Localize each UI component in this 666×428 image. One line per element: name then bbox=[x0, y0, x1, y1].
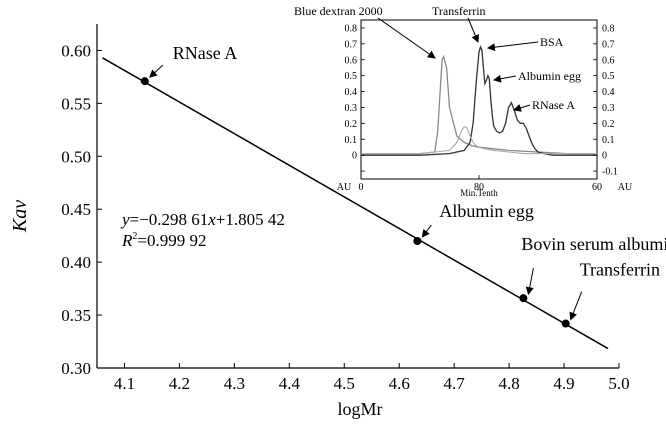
inset-ticks bbox=[360, 27, 598, 179]
inset-x-label: Min.Tenth bbox=[460, 188, 498, 198]
inset-x-tick-labels: 0 80 60 bbox=[359, 182, 603, 193]
arrow-albumin-egg-inset bbox=[493, 74, 517, 83]
inset-right-tick-label: 0.1 bbox=[602, 135, 615, 146]
inset-left-tick-label: 0.2 bbox=[345, 119, 358, 130]
point-labels: RNase A Albumin egg Bovin serum albumin Tra… bbox=[149, 43, 666, 321]
point-arrow bbox=[569, 291, 583, 321]
inset-right-tick-label: 0.7 bbox=[602, 39, 615, 50]
y-tick-label: 0.30 bbox=[61, 359, 91, 378]
data-point bbox=[413, 236, 422, 245]
label-rnase-inset: RNase A bbox=[532, 98, 575, 112]
inset-trace bbox=[361, 45, 597, 156]
inset-left-tick-label: 0.6 bbox=[345, 55, 358, 66]
arrow-blue-dextran bbox=[377, 17, 436, 59]
inset-x-tick-label: 0 bbox=[359, 182, 364, 193]
data-points bbox=[140, 77, 570, 328]
x-tick-label: 4.5 bbox=[334, 374, 355, 393]
x-tick-label: 4.7 bbox=[444, 374, 466, 393]
point-label: RNase A bbox=[173, 43, 238, 63]
arrow-rnase-inset bbox=[513, 104, 531, 112]
x-tick-label: 4.6 bbox=[389, 374, 410, 393]
y-tick-label: 0.35 bbox=[61, 306, 91, 325]
point-arrow bbox=[149, 64, 164, 78]
inset-right-unit: AU bbox=[618, 182, 633, 193]
point-arrow bbox=[421, 224, 432, 238]
inset-x-tick-label: 80 bbox=[474, 182, 484, 193]
data-point bbox=[519, 294, 528, 303]
y-tick-label: 0.50 bbox=[61, 147, 91, 166]
label-blue-dextran: Blue dextran 2000 bbox=[294, 4, 383, 18]
y-tick-label: 0.45 bbox=[61, 200, 91, 219]
data-point bbox=[140, 77, 149, 86]
x-tick-label: 4.1 bbox=[114, 374, 135, 393]
point-label: Bovin serum albumin bbox=[521, 234, 666, 254]
x-tick-label: 4.9 bbox=[553, 374, 574, 393]
r-squared: R2=0.999 92 bbox=[121, 231, 206, 250]
inset-left-tick-label: 0.4 bbox=[345, 87, 358, 98]
main-plot: 4.1 4.2 4.3 4.4 4.5 4.6 4.7 4.8 4.9 5.0 0.300.350… bbox=[9, 24, 666, 419]
inset-right-tick-labels: 0.8 0.7 0.6 0.5 0.4 0.3 0.2 0.1 0 -0.1 bbox=[602, 23, 618, 177]
inset-left-tick-label: 0.1 bbox=[345, 135, 358, 146]
inset-right-tick-label: 0 bbox=[602, 151, 607, 162]
inset-left-tick-label: 0.7 bbox=[345, 39, 358, 50]
x-tick-label: 4.4 bbox=[279, 374, 301, 393]
inset-x-tick-label: 60 bbox=[592, 182, 602, 193]
inset-right-tick-label: 0.4 bbox=[602, 87, 615, 98]
y-axis-label: Kav bbox=[9, 200, 31, 233]
inset-left-tick-label: 0.5 bbox=[345, 71, 358, 82]
label-albumin-egg-inset: Albumin egg bbox=[518, 69, 581, 83]
point-arrow bbox=[525, 268, 534, 296]
inset-chromatogram: 0.80.70.60.50.40.30.20.10 0.80.70.60.50.… bbox=[294, 4, 633, 198]
x-tick-labels: 4.1 4.2 4.3 4.4 4.5 4.6 4.7 4.8 4.9 5.0 bbox=[114, 374, 630, 393]
inset-left-tick-labels: 0.8 0.7 0.6 0.5 0.4 0.3 0.2 0.1 0 bbox=[345, 23, 358, 161]
y-tick-label: 0.40 bbox=[61, 253, 91, 272]
point-label: Albumin egg bbox=[439, 201, 533, 221]
x-tick-label: 4.8 bbox=[498, 374, 519, 393]
inset-right-tick-label: 0.5 bbox=[602, 71, 615, 82]
inset-left-tick-label: 0.8 bbox=[345, 23, 358, 34]
inset-right-tick-label: 0.3 bbox=[602, 103, 615, 114]
arrow-transferrin-inset bbox=[467, 17, 479, 43]
arrow-bsa bbox=[487, 41, 539, 52]
x-tick-label: 4.2 bbox=[169, 374, 190, 393]
x-tick-label: 5.0 bbox=[608, 374, 629, 393]
y-tick-label: 0.55 bbox=[61, 94, 91, 113]
inset-left-unit: AU bbox=[337, 182, 352, 193]
inset-right-tick-label: 0.8 bbox=[602, 23, 615, 34]
inset-right-tick-label: -0.1 bbox=[602, 167, 618, 178]
regression-equation: y=−0.298 61x+1.805 42 bbox=[120, 210, 285, 229]
inset-right-tick-label: 0.6 bbox=[602, 55, 615, 66]
inset-trace bbox=[361, 125, 597, 155]
point-label: Transferrin bbox=[580, 260, 660, 280]
inset-right-tick-label: 0.2 bbox=[602, 119, 615, 130]
inset-traces bbox=[361, 45, 597, 156]
x-axis-label: logMr bbox=[338, 399, 383, 419]
inset-left-tick-label: 0 bbox=[352, 151, 357, 162]
label-bsa: BSA bbox=[540, 35, 564, 49]
label-transferrin-inset: Transferrin bbox=[432, 4, 486, 18]
data-point bbox=[561, 319, 570, 328]
inset-left-tick-label: 0.3 bbox=[345, 103, 358, 114]
y-tick-label: 0.60 bbox=[61, 41, 91, 60]
x-tick-label: 4.3 bbox=[224, 374, 245, 393]
y-tick-labels: 0.30 0.35 0.40 0.45 0.50 0.55 0.60 bbox=[61, 41, 91, 378]
